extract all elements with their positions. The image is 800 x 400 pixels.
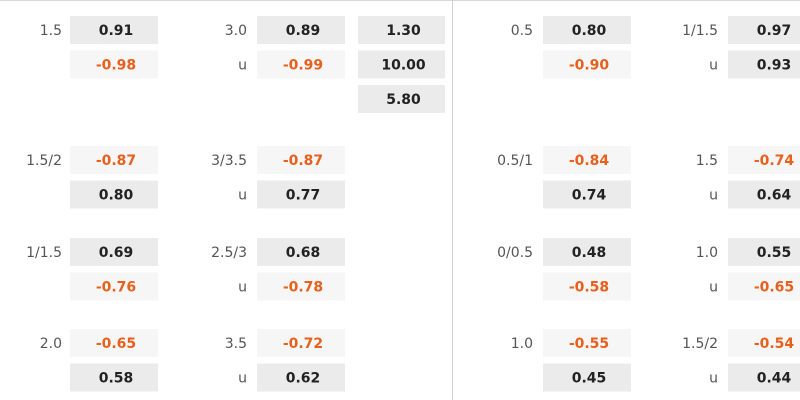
odds-cell bbox=[257, 180, 345, 209]
odds-value[interactable]: 0.80 bbox=[99, 188, 134, 204]
odds-cell bbox=[543, 329, 631, 357]
odds-cell bbox=[257, 50, 345, 79]
line-label: 1.0 bbox=[696, 245, 718, 261]
odds-value[interactable]: 0.68 bbox=[286, 245, 321, 261]
odds-cell bbox=[257, 16, 345, 44]
odds-cell bbox=[70, 238, 158, 266]
line-label: 0/0.5 bbox=[497, 245, 533, 261]
odds-cell bbox=[70, 146, 158, 174]
odds-cell bbox=[728, 180, 800, 209]
line-label: 1.0 bbox=[511, 336, 533, 352]
odds-value[interactable]: -0.58 bbox=[569, 280, 609, 296]
odds-value[interactable]: 0.48 bbox=[572, 245, 607, 261]
odds-cell bbox=[257, 146, 345, 174]
line-label: 1.5/2 bbox=[26, 153, 62, 169]
odds-value[interactable]: 0.69 bbox=[99, 245, 134, 261]
line-label: u bbox=[709, 58, 718, 74]
odds-cell bbox=[543, 363, 631, 392]
line-label: u bbox=[709, 188, 718, 204]
line-label: u bbox=[238, 188, 247, 204]
odds-value[interactable]: 0.62 bbox=[286, 371, 321, 387]
odds-value[interactable]: -0.78 bbox=[283, 280, 323, 296]
odds-value[interactable]: -0.87 bbox=[96, 153, 136, 169]
odds-value[interactable]: -0.65 bbox=[96, 336, 136, 352]
odds-cell bbox=[543, 146, 631, 174]
odds-value[interactable]: 0.77 bbox=[286, 188, 321, 204]
odds-value[interactable]: -0.54 bbox=[754, 336, 795, 352]
line-label: 2.0 bbox=[40, 336, 62, 352]
odds-cell bbox=[257, 363, 345, 392]
odds-value[interactable]: 10.00 bbox=[381, 58, 426, 74]
odds-value[interactable]: 0.91 bbox=[99, 23, 134, 39]
odds-cell bbox=[70, 16, 158, 44]
odds-cell bbox=[358, 50, 445, 79]
odds-cell bbox=[70, 180, 158, 209]
line-label: 2.5/3 bbox=[211, 245, 247, 261]
odds-value[interactable]: -0.84 bbox=[569, 153, 610, 169]
line-label: 3.5 bbox=[225, 336, 247, 352]
odds-value[interactable]: 0.64 bbox=[757, 188, 792, 204]
odds-cell bbox=[728, 363, 800, 392]
odds-cell bbox=[728, 16, 800, 44]
odds-cell bbox=[543, 50, 631, 79]
odds-cell bbox=[728, 272, 800, 301]
line-label: 1.5/2 bbox=[682, 336, 718, 352]
odds-cell bbox=[543, 238, 631, 266]
odds-cell bbox=[358, 85, 445, 113]
odds-cell bbox=[70, 363, 158, 392]
odds-value[interactable]: 0.55 bbox=[757, 245, 792, 261]
odds-value[interactable]: -0.99 bbox=[283, 58, 323, 74]
odds-value[interactable]: 0.58 bbox=[99, 371, 134, 387]
odds-value[interactable]: -0.72 bbox=[283, 336, 323, 352]
line-label: 1/1.5 bbox=[682, 23, 718, 39]
line-label: u bbox=[238, 371, 247, 387]
odds-value[interactable]: 0.45 bbox=[572, 371, 607, 387]
odds-value[interactable]: -0.65 bbox=[754, 280, 794, 296]
odds-cell bbox=[358, 16, 445, 44]
odds-cell bbox=[70, 272, 158, 301]
odds-value[interactable]: 0.80 bbox=[572, 23, 607, 39]
odds-cell bbox=[728, 146, 800, 174]
line-label: 0.5/1 bbox=[497, 153, 533, 169]
line-label: 3/3.5 bbox=[211, 153, 247, 169]
odds-cell bbox=[70, 329, 158, 357]
odds-value[interactable]: 5.80 bbox=[386, 92, 421, 108]
line-label: u bbox=[238, 58, 247, 74]
line-label: 1.5 bbox=[696, 153, 718, 169]
odds-value[interactable]: 0.89 bbox=[286, 23, 321, 39]
odds-cell bbox=[257, 272, 345, 301]
odds-value[interactable]: 0.44 bbox=[757, 371, 792, 387]
odds-cell bbox=[70, 50, 158, 79]
odds-value[interactable]: -0.55 bbox=[569, 336, 609, 352]
line-label: 1.5 bbox=[40, 23, 62, 39]
odds-value[interactable]: 1.30 bbox=[386, 23, 421, 39]
odds-value[interactable]: -0.76 bbox=[96, 280, 136, 296]
odds-cell bbox=[257, 329, 345, 357]
line-label: u bbox=[238, 280, 247, 296]
line-label: 3.0 bbox=[225, 23, 247, 39]
odds-cell bbox=[728, 50, 800, 79]
line-label: u bbox=[709, 371, 718, 387]
odds-value[interactable]: -0.87 bbox=[283, 153, 323, 169]
odds-cell bbox=[543, 16, 631, 44]
odds-cell bbox=[543, 272, 631, 301]
odds-value[interactable]: 0.74 bbox=[572, 188, 607, 204]
odds-cell bbox=[543, 180, 631, 209]
odds-value[interactable]: 0.97 bbox=[757, 23, 792, 39]
odds-value[interactable]: -0.74 bbox=[754, 153, 795, 169]
line-label: 1/1.5 bbox=[26, 245, 62, 261]
odds-value[interactable]: -0.90 bbox=[569, 58, 610, 74]
line-label: 0.5 bbox=[511, 23, 533, 39]
odds-value[interactable]: -0.98 bbox=[96, 58, 136, 74]
odds-cell bbox=[728, 238, 800, 266]
odds-cell bbox=[257, 238, 345, 266]
odds-value[interactable]: 0.93 bbox=[757, 58, 792, 74]
odds-cell bbox=[728, 329, 800, 357]
line-label: u bbox=[709, 280, 718, 296]
